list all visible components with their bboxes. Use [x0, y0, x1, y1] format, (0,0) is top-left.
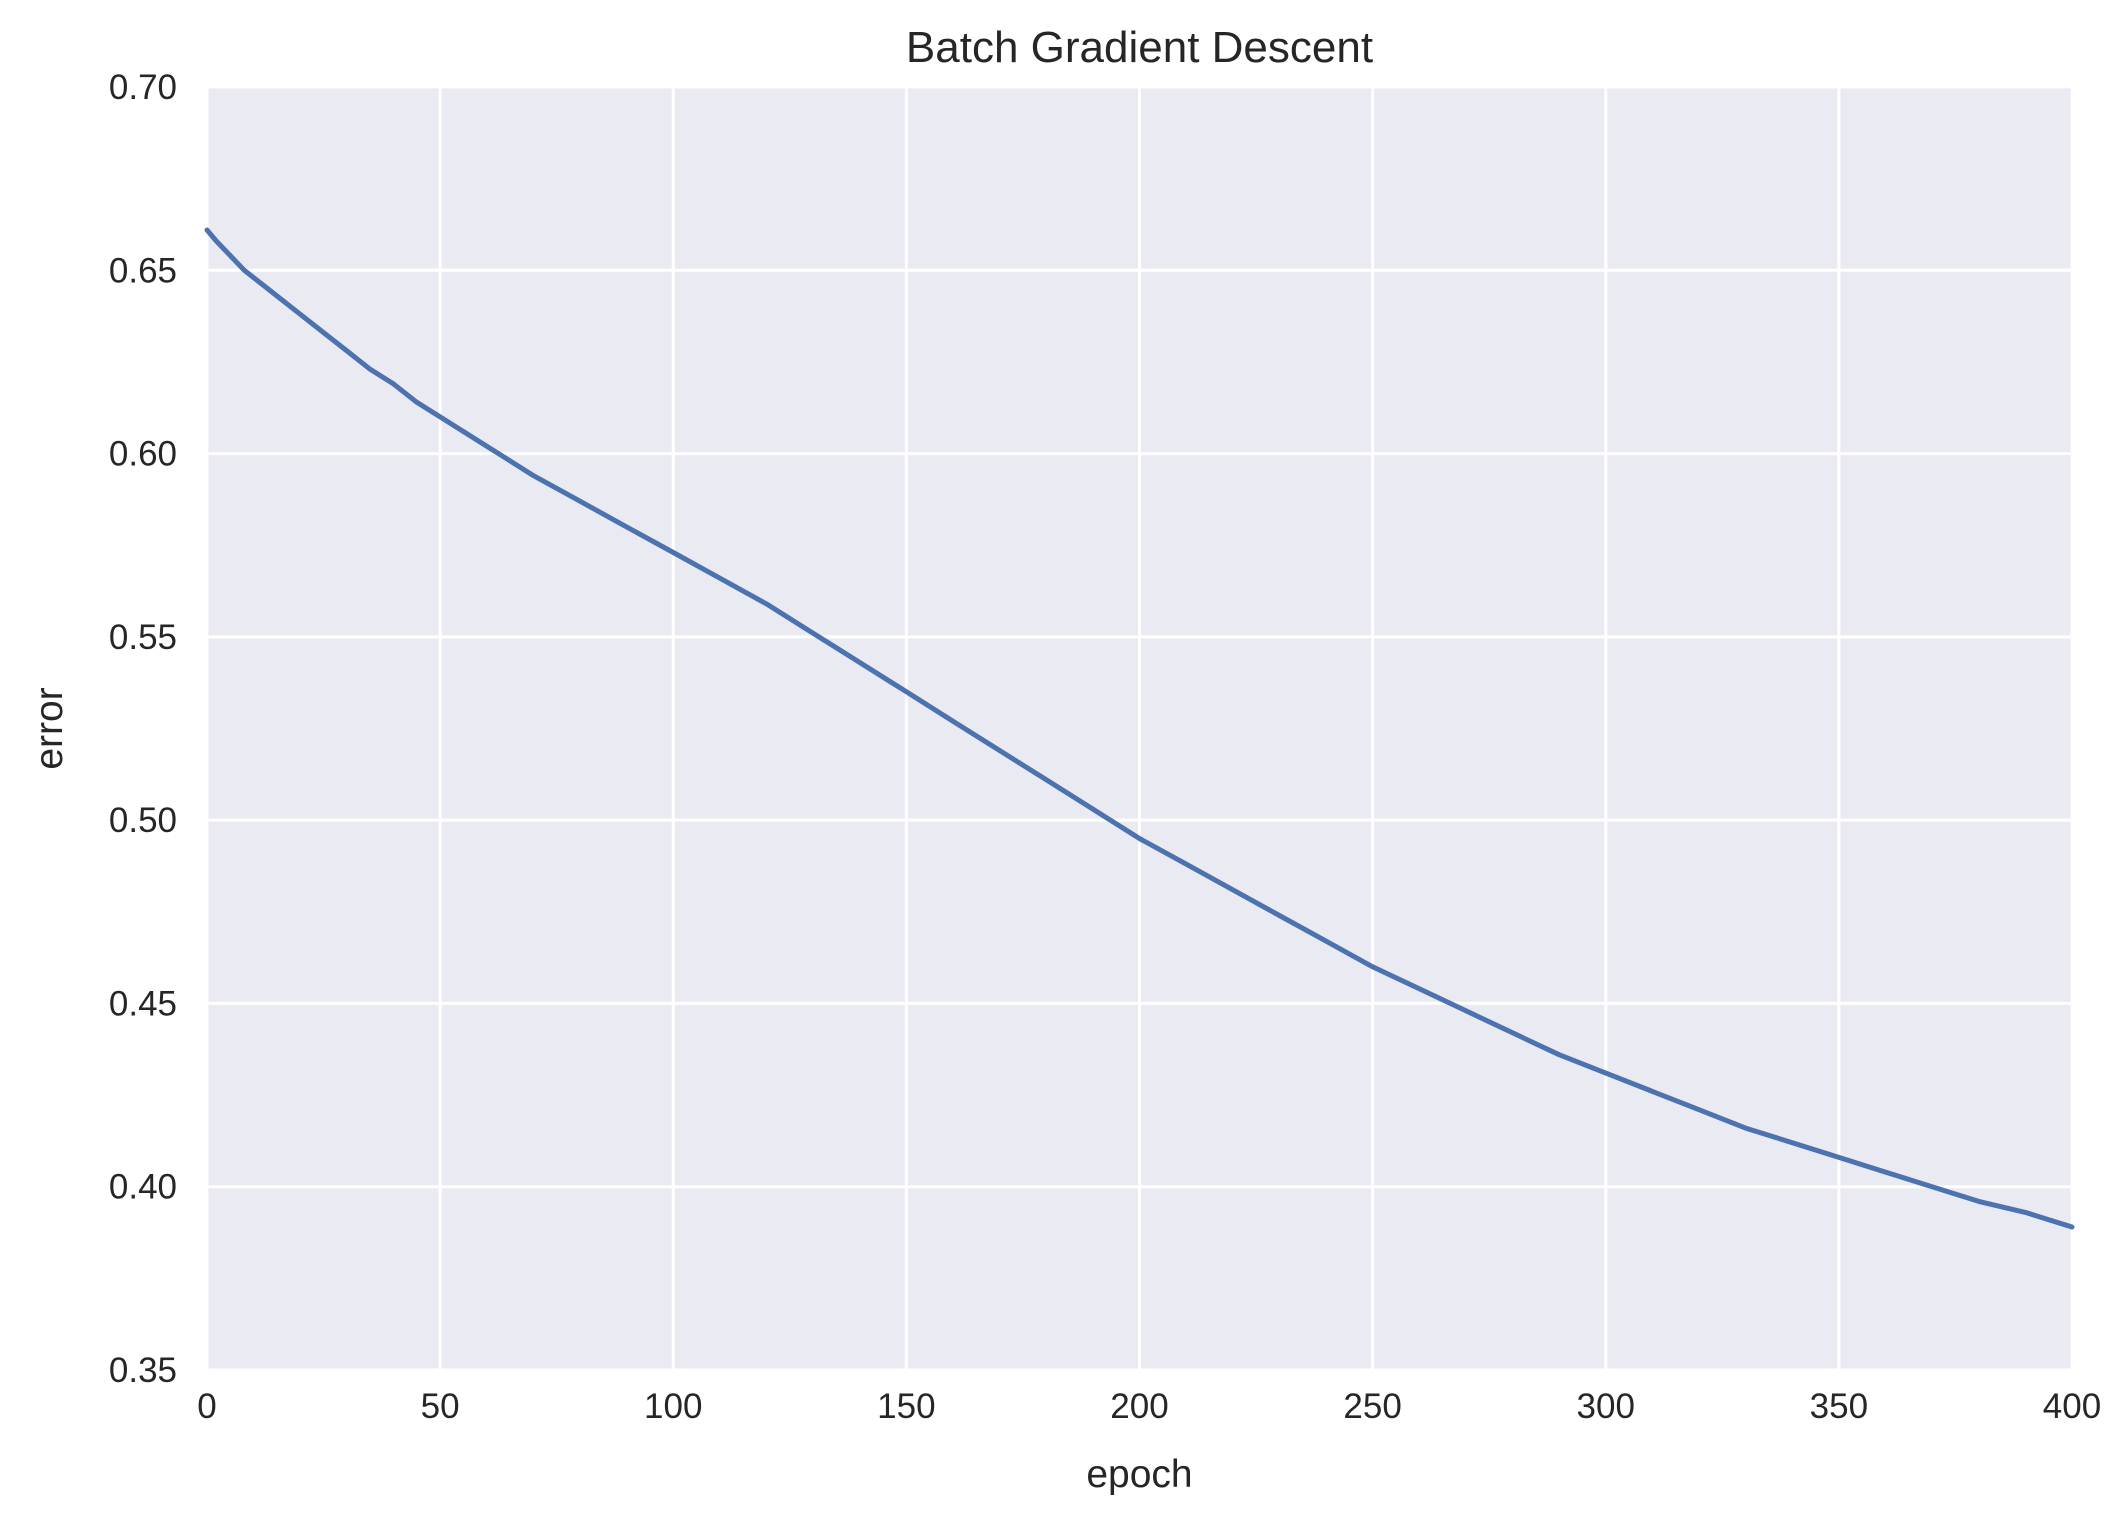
y-tick-label: 0.45: [109, 984, 177, 1023]
y-tick-label: 0.50: [109, 801, 177, 840]
x-axis-ticks: 0 50 100 150 200 250 300 350 400: [197, 1387, 2101, 1426]
x-tick-label: 150: [877, 1387, 935, 1426]
y-tick-label: 0.35: [109, 1351, 177, 1390]
x-tick-label: 0: [197, 1387, 216, 1426]
grid-lines: [205, 85, 2074, 1372]
series-line: [204, 227, 2075, 1230]
y-tick-label: 0.65: [109, 251, 177, 290]
chart-title: Batch Gradient Descent: [906, 23, 1373, 72]
x-tick-label: 200: [1110, 1387, 1168, 1426]
x-axis-label: epoch: [1086, 1453, 1192, 1496]
series-layer: [204, 227, 2075, 1230]
y-axis-ticks: 0.35 0.40 0.45 0.50 0.55 0.60 0.65 0.70: [109, 68, 177, 1390]
x-tick-label: 50: [421, 1387, 460, 1426]
y-tick-label: 0.60: [109, 435, 177, 474]
y-tick-label: 0.40: [109, 1168, 177, 1207]
x-tick-label: 350: [1810, 1387, 1868, 1426]
x-tick-label: 300: [1577, 1387, 1635, 1426]
y-tick-label: 0.70: [109, 68, 177, 107]
y-tick-label: 0.55: [109, 618, 177, 657]
x-tick-label: 100: [644, 1387, 702, 1426]
x-tick-label: 400: [2043, 1387, 2101, 1426]
y-axis-label: error: [28, 687, 71, 769]
x-tick-label: 250: [1343, 1387, 1401, 1426]
